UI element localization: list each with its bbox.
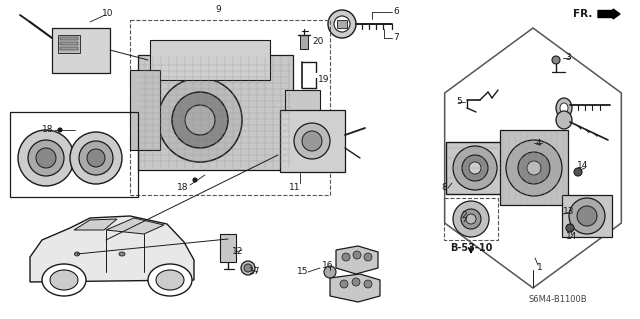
Ellipse shape bbox=[364, 280, 372, 288]
Ellipse shape bbox=[172, 92, 228, 148]
Text: B-53-10: B-53-10 bbox=[450, 243, 492, 253]
Text: 12: 12 bbox=[232, 248, 244, 256]
Ellipse shape bbox=[556, 98, 572, 118]
Ellipse shape bbox=[352, 278, 360, 286]
Bar bbox=[337, 20, 347, 28]
Polygon shape bbox=[106, 218, 164, 234]
Ellipse shape bbox=[552, 56, 560, 64]
Bar bbox=[300, 35, 308, 49]
Ellipse shape bbox=[156, 270, 184, 290]
Ellipse shape bbox=[324, 266, 336, 278]
Ellipse shape bbox=[461, 209, 481, 229]
Text: 15: 15 bbox=[297, 268, 308, 277]
Bar bbox=[52, 28, 110, 73]
Text: 14: 14 bbox=[566, 232, 578, 241]
Ellipse shape bbox=[70, 132, 122, 184]
Ellipse shape bbox=[193, 178, 197, 182]
Ellipse shape bbox=[556, 111, 572, 129]
Bar bbox=[285, 90, 320, 160]
Bar bbox=[58, 35, 80, 53]
Text: 5: 5 bbox=[456, 98, 462, 107]
Bar bbox=[500, 130, 568, 205]
Text: 9: 9 bbox=[215, 5, 221, 14]
Text: 6: 6 bbox=[393, 8, 399, 17]
Ellipse shape bbox=[453, 201, 489, 237]
Text: 11: 11 bbox=[289, 183, 301, 192]
Ellipse shape bbox=[462, 155, 488, 181]
Text: 3: 3 bbox=[565, 54, 571, 63]
Text: 17: 17 bbox=[249, 268, 260, 277]
Ellipse shape bbox=[560, 103, 568, 113]
Ellipse shape bbox=[353, 251, 361, 259]
Ellipse shape bbox=[334, 16, 350, 32]
Bar bbox=[60, 47, 78, 50]
Ellipse shape bbox=[244, 264, 252, 272]
Ellipse shape bbox=[302, 131, 322, 151]
Ellipse shape bbox=[74, 252, 79, 256]
Ellipse shape bbox=[158, 78, 242, 162]
Bar bbox=[138, 55, 293, 170]
Text: 19: 19 bbox=[318, 76, 330, 85]
Ellipse shape bbox=[577, 206, 597, 226]
Ellipse shape bbox=[18, 130, 74, 186]
Text: 18: 18 bbox=[42, 125, 54, 135]
Ellipse shape bbox=[469, 162, 481, 174]
Ellipse shape bbox=[28, 140, 64, 176]
Ellipse shape bbox=[453, 146, 497, 190]
Text: 16: 16 bbox=[323, 261, 333, 270]
Bar bbox=[60, 37, 78, 40]
Ellipse shape bbox=[569, 198, 605, 234]
Ellipse shape bbox=[525, 144, 535, 152]
Text: 18: 18 bbox=[177, 183, 189, 192]
Ellipse shape bbox=[50, 270, 78, 290]
Bar bbox=[280, 110, 345, 172]
FancyArrow shape bbox=[598, 9, 620, 19]
Text: 1: 1 bbox=[537, 263, 543, 272]
Ellipse shape bbox=[364, 253, 372, 261]
Ellipse shape bbox=[42, 264, 86, 296]
Bar bbox=[130, 20, 330, 195]
Ellipse shape bbox=[574, 168, 582, 176]
Ellipse shape bbox=[185, 105, 215, 135]
Ellipse shape bbox=[241, 261, 255, 275]
Text: 8: 8 bbox=[441, 183, 447, 192]
Ellipse shape bbox=[294, 123, 330, 159]
Bar bbox=[446, 142, 504, 194]
Ellipse shape bbox=[328, 10, 356, 38]
Polygon shape bbox=[30, 216, 194, 282]
Ellipse shape bbox=[566, 224, 574, 232]
Text: 14: 14 bbox=[577, 161, 589, 170]
Bar bbox=[130, 70, 160, 150]
Bar bbox=[150, 40, 270, 80]
Polygon shape bbox=[74, 219, 117, 230]
Ellipse shape bbox=[342, 253, 350, 261]
Bar bbox=[444, 198, 498, 240]
Text: 20: 20 bbox=[312, 38, 323, 47]
Text: FR.: FR. bbox=[573, 9, 592, 19]
Polygon shape bbox=[336, 246, 378, 274]
Ellipse shape bbox=[87, 149, 105, 167]
Text: S6M4-B1100B: S6M4-B1100B bbox=[529, 295, 588, 305]
Text: 13: 13 bbox=[563, 207, 574, 217]
Bar bbox=[10, 112, 138, 197]
Polygon shape bbox=[330, 274, 380, 302]
Ellipse shape bbox=[58, 128, 62, 132]
Text: 10: 10 bbox=[102, 9, 114, 18]
Ellipse shape bbox=[79, 141, 113, 175]
Text: 4: 4 bbox=[535, 138, 541, 147]
Text: 7: 7 bbox=[393, 33, 399, 42]
Bar bbox=[60, 42, 78, 45]
Ellipse shape bbox=[148, 264, 192, 296]
Ellipse shape bbox=[506, 140, 562, 196]
Bar bbox=[220, 234, 236, 262]
Ellipse shape bbox=[119, 252, 125, 256]
Ellipse shape bbox=[36, 148, 56, 168]
Ellipse shape bbox=[340, 280, 348, 288]
Text: 2: 2 bbox=[461, 211, 467, 219]
Ellipse shape bbox=[527, 161, 541, 175]
Ellipse shape bbox=[466, 214, 476, 224]
Ellipse shape bbox=[518, 152, 550, 184]
Bar bbox=[562, 195, 612, 237]
